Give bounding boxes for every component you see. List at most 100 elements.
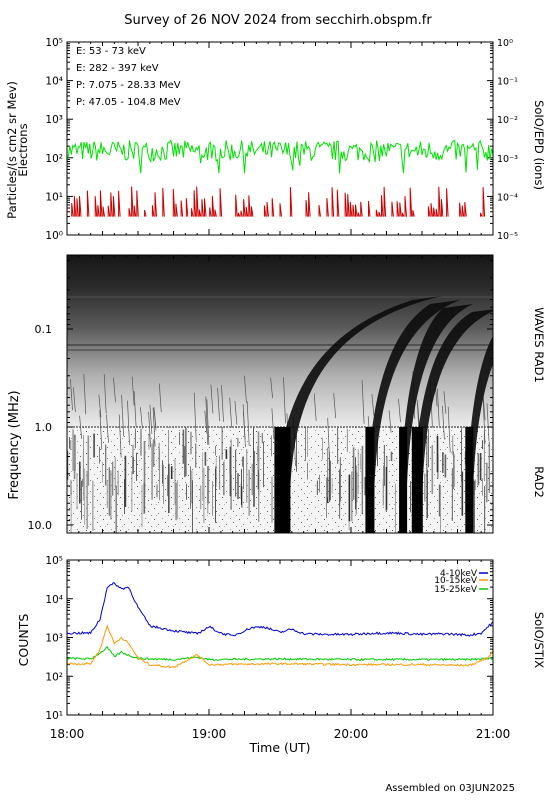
rad1-streak: [327, 417, 331, 465]
waves-rad1-label: WAVES RAD1: [532, 307, 546, 383]
rad1-streak: [234, 400, 238, 425]
stix-axis: 10¹ 10² 10³ 10⁴ 10⁵ 18:00 19:00 20:00 21:00: [45, 555, 510, 741]
epd-right-tick-label: 10⁻³: [497, 154, 518, 165]
rad1-streak: [313, 393, 317, 421]
rad1-streak: [246, 401, 250, 446]
stix-ytick-label: 10¹: [45, 710, 63, 722]
epd-panel: Particles/(s cm2 sr Mev) Electrons SoIO/…: [5, 37, 546, 242]
rad1-streak: [229, 397, 233, 428]
rad1-streak: [73, 387, 76, 413]
rad1-streak: [244, 375, 247, 403]
stix-ytick-label: 10⁴: [45, 594, 63, 606]
type-iii-burst-rad2: [274, 427, 291, 533]
rad1-streak: [270, 377, 273, 399]
stix-series-15-25keV: [67, 645, 493, 662]
waves-rad2-label: RAD2: [532, 466, 546, 498]
type-iii-burst-rad2: [399, 427, 408, 533]
rad1-streak: [442, 405, 445, 440]
rad1-streak: [210, 384, 214, 414]
rad1-streak: [443, 391, 447, 414]
type-iii-burst-rad2: [365, 427, 375, 533]
rad1-streak: [103, 374, 107, 414]
rad1-streak: [113, 377, 116, 403]
rad1-streak: [221, 385, 224, 422]
stix-ytick-label: 10³: [45, 633, 63, 645]
rad1-streak: [158, 383, 162, 413]
stix-ytick-label: 10⁵: [45, 555, 63, 567]
stix-series-10-15keV: [67, 624, 493, 669]
type-iii-burst: [400, 304, 474, 533]
type-iii-burst-rad2: [465, 427, 474, 533]
stix-xtick-label: 21:00: [476, 727, 511, 741]
waves-ytick-label: 10.0: [28, 519, 53, 532]
rad1-streak: [148, 411, 151, 448]
rad1-streak: [193, 392, 197, 441]
rad1-streak: [333, 393, 337, 419]
stix-legend-label-2: 10-15keV: [434, 576, 478, 586]
epd-ytick-label: 10⁰: [45, 230, 63, 242]
epd-legend-e1: E: 53 - 73 keV: [76, 46, 146, 57]
rad1-streak: [271, 408, 275, 440]
rad1-streak: [153, 406, 157, 428]
rad1-streak: [149, 404, 153, 435]
spectrogram: [67, 255, 493, 533]
rad1-streak: [106, 414, 109, 443]
epd-right-tick-label: 10⁻⁵: [497, 231, 518, 242]
stix-legend-label-1: 4-10keV: [440, 569, 478, 579]
rad1-streak: [205, 396, 209, 445]
stix-ytick-label: 10²: [45, 671, 63, 683]
rad1-streak: [140, 407, 143, 429]
rad1-streak: [131, 376, 135, 406]
epd-series-e2: [71, 186, 486, 217]
waves-panel: 0.1 1.0 10.0 Frequency (MHz) WAVES RAD1 RA…: [7, 254, 546, 534]
rad1-streak: [133, 390, 137, 427]
rad1-streak: [398, 398, 401, 423]
stix-series-4-10keV: [67, 582, 493, 637]
waves-ytick-label: 0.1: [35, 323, 53, 336]
epd-right-tick-label: 10⁻⁴: [497, 192, 518, 203]
epd-right-tick-label: 10⁻¹: [497, 77, 518, 88]
epd-legend-e2: E: 282 - 397 keV: [76, 63, 159, 74]
epd-ytick-label: 10³: [45, 114, 63, 126]
epd-series: [67, 139, 493, 217]
rad1-streak: [79, 415, 82, 439]
stix-legend: 4-10keV 10-15keV 15-25keV: [434, 569, 488, 595]
rad1-streak: [283, 377, 286, 424]
epd-legend-p2: P: 47.05 - 104.8 MeV: [76, 97, 181, 108]
rad1-streak: [121, 394, 124, 437]
epd-ylabel-electrons: Electrons: [16, 123, 30, 176]
epd-right-tick-label: 10⁻²: [497, 115, 518, 126]
rad1-streak: [361, 380, 365, 424]
rad1-streak: [388, 410, 392, 433]
rad1-streak: [436, 388, 440, 426]
waves-ylabel: Frequency (MHz): [7, 390, 22, 499]
rad1-streak: [98, 394, 102, 418]
rad1-streak: [447, 406, 451, 453]
epd-ytick-label: 10⁴: [45, 76, 63, 88]
stix-xtick-label: 18:00: [50, 727, 85, 741]
rad1-streak: [204, 410, 208, 434]
stix-legend-label-3: 15-25keV: [434, 585, 478, 595]
rad1-streak: [152, 407, 156, 447]
epd-ytick-label: 10¹: [45, 191, 63, 203]
rad1-streak: [118, 414, 122, 458]
waves-ytick-label: 1.0: [35, 421, 53, 434]
rad1-streak: [371, 394, 375, 416]
stix-xtick-label: 20:00: [334, 727, 369, 741]
stix-xlabel: Time (UT): [248, 740, 310, 755]
waves-frame: [66, 254, 494, 534]
epd-ytick-label: 10²: [45, 153, 63, 165]
epd-legend-p1: P: 7.075 - 28.33 MeV: [76, 80, 181, 91]
page-title: Survey of 26 NOV 2024 from secchirh.obsp…: [124, 13, 432, 28]
epd-right-tick-label: 10⁰: [497, 38, 513, 49]
footer-note: Assembled on 03JUN2025: [385, 783, 515, 794]
epd-ytick-label: 10⁵: [45, 37, 63, 49]
type-iii-burst: [366, 300, 460, 533]
rad1-streak: [486, 403, 490, 442]
rad1-streak: [482, 395, 486, 444]
rad1-streak: [482, 393, 486, 421]
epd-frame: [66, 41, 494, 236]
rad1-streak: [242, 404, 246, 440]
rad1-streak: [217, 387, 220, 422]
